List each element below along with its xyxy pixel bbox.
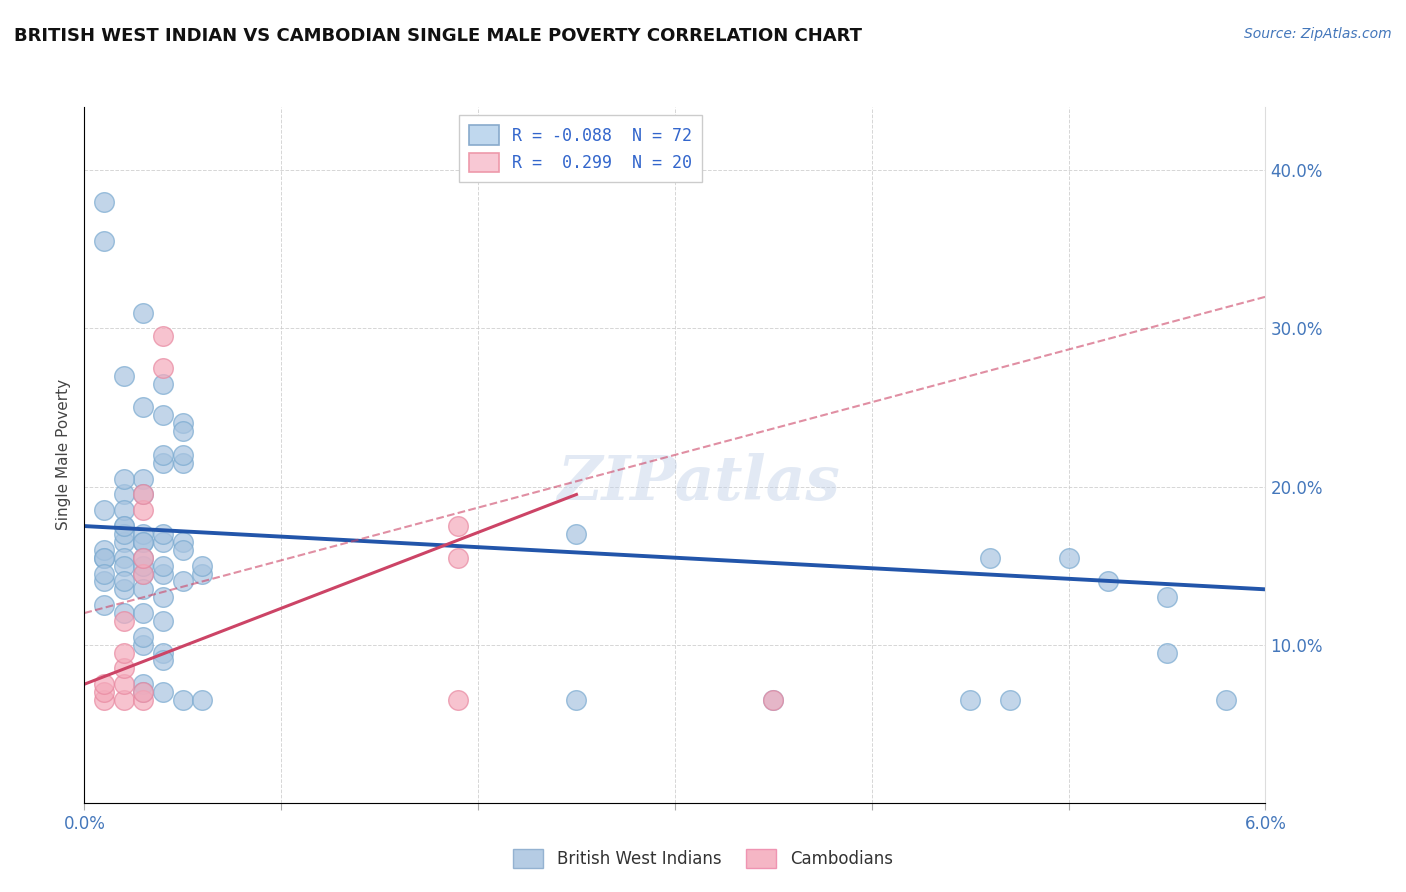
Point [112, 519, 135, 533]
Point [112, 487, 135, 501]
Point [132, 534, 155, 549]
Point [1215, 693, 1237, 707]
Point [172, 542, 194, 557]
Text: BRITISH WEST INDIAN VS CAMBODIAN SINGLE MALE POVERTY CORRELATION CHART: BRITISH WEST INDIAN VS CAMBODIAN SINGLE … [14, 27, 862, 45]
Point [132, 685, 155, 699]
Point [132, 566, 155, 581]
Point [112, 614, 135, 628]
Point [132, 685, 155, 699]
Point [152, 376, 174, 391]
Point [112, 550, 135, 565]
Point [565, 527, 588, 541]
Point [93, 677, 115, 691]
Point [152, 653, 174, 667]
Point [172, 574, 194, 589]
Point [959, 693, 981, 707]
Point [93, 693, 115, 707]
Point [191, 566, 214, 581]
Point [132, 527, 155, 541]
Point [112, 677, 135, 691]
Point [112, 519, 135, 533]
Point [93, 194, 115, 209]
Point [152, 534, 174, 549]
Point [152, 646, 174, 660]
Legend: R = -0.088  N = 72, R =  0.299  N = 20: R = -0.088 N = 72, R = 0.299 N = 20 [458, 115, 702, 182]
Point [998, 693, 1021, 707]
Point [93, 550, 115, 565]
Point [132, 566, 155, 581]
Point [93, 550, 115, 565]
Point [93, 566, 115, 581]
Point [132, 630, 155, 644]
Point [132, 582, 155, 597]
Point [1156, 591, 1178, 605]
Point [447, 550, 470, 565]
Point [172, 417, 194, 431]
Point [152, 591, 174, 605]
Point [979, 550, 1001, 565]
Point [132, 693, 155, 707]
Point [152, 360, 174, 375]
Point [93, 235, 115, 249]
Point [172, 534, 194, 549]
Point [112, 574, 135, 589]
Point [112, 661, 135, 675]
Point [132, 606, 155, 620]
Point [132, 487, 155, 501]
Point [191, 693, 214, 707]
Point [112, 368, 135, 383]
Point [93, 503, 115, 517]
Point [1057, 550, 1080, 565]
Point [132, 401, 155, 415]
Point [152, 329, 174, 343]
Point [132, 534, 155, 549]
Point [1156, 646, 1178, 660]
Point [172, 424, 194, 438]
Point [112, 527, 135, 541]
Point [132, 558, 155, 573]
Point [152, 409, 174, 423]
Legend: British West Indians, Cambodians: British West Indians, Cambodians [506, 843, 900, 875]
Point [112, 558, 135, 573]
Y-axis label: Single Male Poverty: Single Male Poverty [56, 379, 72, 531]
Point [762, 693, 785, 707]
Point [132, 503, 155, 517]
Point [152, 614, 174, 628]
Point [93, 685, 115, 699]
Point [132, 677, 155, 691]
Point [565, 693, 588, 707]
Point [132, 472, 155, 486]
Text: ZIPatlas: ZIPatlas [557, 453, 839, 513]
Point [447, 519, 470, 533]
Point [447, 693, 470, 707]
Point [152, 448, 174, 462]
Point [112, 606, 135, 620]
Point [152, 456, 174, 470]
Point [112, 472, 135, 486]
Point [132, 550, 155, 565]
Point [152, 685, 174, 699]
Point [132, 638, 155, 652]
Point [152, 566, 174, 581]
Point [112, 582, 135, 597]
Text: Source: ZipAtlas.com: Source: ZipAtlas.com [1244, 27, 1392, 41]
Point [1097, 574, 1119, 589]
Point [112, 646, 135, 660]
Point [93, 598, 115, 612]
Point [172, 448, 194, 462]
Point [762, 693, 785, 707]
Point [112, 534, 135, 549]
Point [152, 527, 174, 541]
Point [132, 305, 155, 319]
Point [112, 693, 135, 707]
Point [152, 558, 174, 573]
Point [172, 693, 194, 707]
Point [93, 574, 115, 589]
Point [93, 542, 115, 557]
Point [191, 558, 214, 573]
Point [132, 487, 155, 501]
Point [172, 456, 194, 470]
Point [132, 550, 155, 565]
Point [112, 503, 135, 517]
